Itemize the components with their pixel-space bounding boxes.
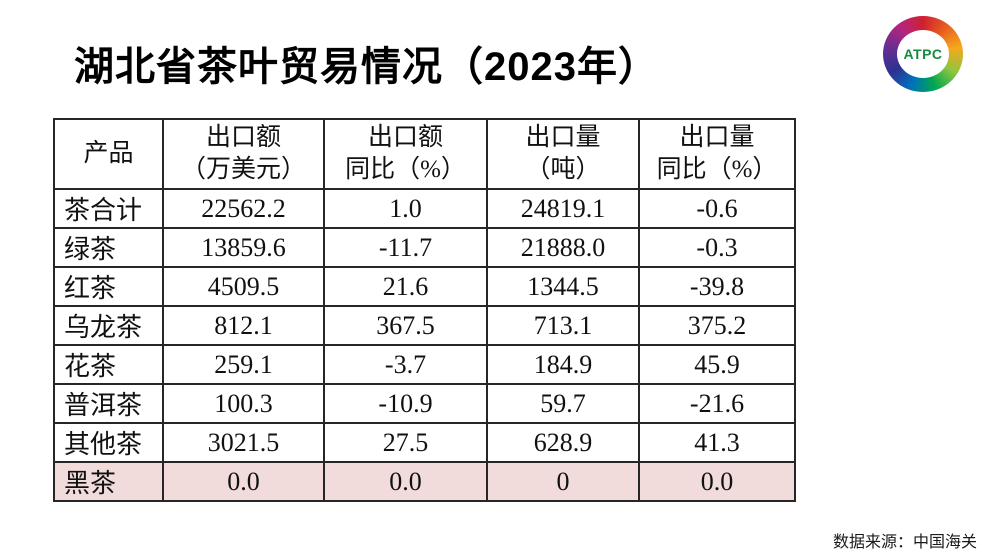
value-cell: 41.3 — [638, 422, 796, 463]
table-row: 黑茶 0.0 0.0 0 0.0 — [53, 461, 796, 502]
header-line: 同比（%） — [656, 156, 778, 183]
product-cell: 其他茶 — [53, 422, 164, 463]
value-cell: 713.1 — [486, 305, 640, 346]
logo-text: ATPC — [903, 46, 943, 62]
product-cell: 红茶 — [53, 266, 164, 307]
col-header-export-volume: 出口量 （吨） — [486, 118, 640, 190]
value-cell: -39.8 — [638, 266, 796, 307]
value-cell: 0 — [486, 461, 640, 502]
table-row: 花茶 259.1 -3.7 184.9 45.9 — [53, 344, 796, 385]
header-line: 出口量 — [525, 124, 601, 151]
value-cell: 0.0 — [323, 461, 488, 502]
value-cell: 0.0 — [162, 461, 325, 502]
value-cell: 21888.0 — [486, 227, 640, 268]
value-cell: 45.9 — [638, 344, 796, 385]
logo-ring-icon — [883, 16, 963, 92]
value-cell: 21.6 — [323, 266, 488, 307]
table-row: 茶合计 22562.2 1.0 24819.1 -0.6 — [53, 188, 796, 229]
product-cell: 绿茶 — [53, 227, 164, 268]
header-line: 出口量 — [679, 124, 755, 151]
col-header-export-value: 出口额 （万美元） — [162, 118, 325, 190]
value-cell: 4509.5 — [162, 266, 325, 307]
value-cell: -3.7 — [323, 344, 488, 385]
value-cell: 628.9 — [486, 422, 640, 463]
value-cell: 3021.5 — [162, 422, 325, 463]
value-cell: 367.5 — [323, 305, 488, 346]
table-row: 绿茶 13859.6 -11.7 21888.0 -0.3 — [53, 227, 796, 268]
value-cell: -21.6 — [638, 383, 796, 424]
value-cell: 1344.5 — [486, 266, 640, 307]
table-row: 其他茶 3021.5 27.5 628.9 41.3 — [53, 422, 796, 463]
table-row: 乌龙茶 812.1 367.5 713.1 375.2 — [53, 305, 796, 346]
value-cell: 27.5 — [323, 422, 488, 463]
value-cell: 22562.2 — [162, 188, 325, 229]
data-source-note: 数据来源：中国海关 — [832, 534, 977, 551]
value-cell: 375.2 — [638, 305, 796, 346]
value-cell: -0.3 — [638, 227, 796, 268]
product-cell: 花茶 — [53, 344, 164, 385]
col-header-product: 产品 — [53, 118, 164, 190]
value-cell: -0.6 — [638, 188, 796, 229]
value-cell: 100.3 — [162, 383, 325, 424]
product-cell: 黑茶 — [53, 461, 164, 502]
header-line: （万美元） — [180, 156, 306, 183]
header-line: 同比（%） — [345, 156, 466, 183]
header-line: 出口额 — [367, 124, 443, 151]
product-cell: 普洱茶 — [53, 383, 164, 424]
value-cell: 184.9 — [486, 344, 640, 385]
header-line: 出口额 — [205, 124, 281, 151]
value-cell: 0.0 — [638, 461, 796, 502]
table-row: 普洱茶 100.3 -10.9 59.7 -21.6 — [53, 383, 796, 424]
value-cell: 59.7 — [486, 383, 640, 424]
col-header-export-value-yoy: 出口额同比（%） — [323, 118, 488, 190]
page-title: 湖北省茶叶贸易情况（2023年） — [74, 45, 659, 89]
value-cell: -11.7 — [323, 227, 488, 268]
value-cell: -10.9 — [323, 383, 488, 424]
header-line: 产品 — [83, 140, 134, 167]
table-header-row: 产品 出口额 （万美元） 出口额同比（%） 出口量 （吨） 出口量同比（%） — [53, 118, 796, 190]
value-cell: 24819.1 — [486, 188, 640, 229]
table-row: 红茶 4509.5 21.6 1344.5 -39.8 — [53, 266, 796, 307]
product-cell: 乌龙茶 — [53, 305, 164, 346]
value-cell: 13859.6 — [162, 227, 325, 268]
product-cell: 茶合计 — [53, 188, 164, 229]
value-cell: 812.1 — [162, 305, 325, 346]
tea-trade-table: 产品 出口额 （万美元） 出口额同比（%） 出口量 （吨） 出口量同比（%） 茶合计… — [53, 118, 796, 502]
value-cell: 259.1 — [162, 344, 325, 385]
col-header-export-volume-yoy: 出口量同比（%） — [638, 118, 796, 190]
atpc-logo: ATPC — [883, 16, 963, 92]
header-line: （吨） — [525, 156, 601, 183]
value-cell: 1.0 — [323, 188, 488, 229]
